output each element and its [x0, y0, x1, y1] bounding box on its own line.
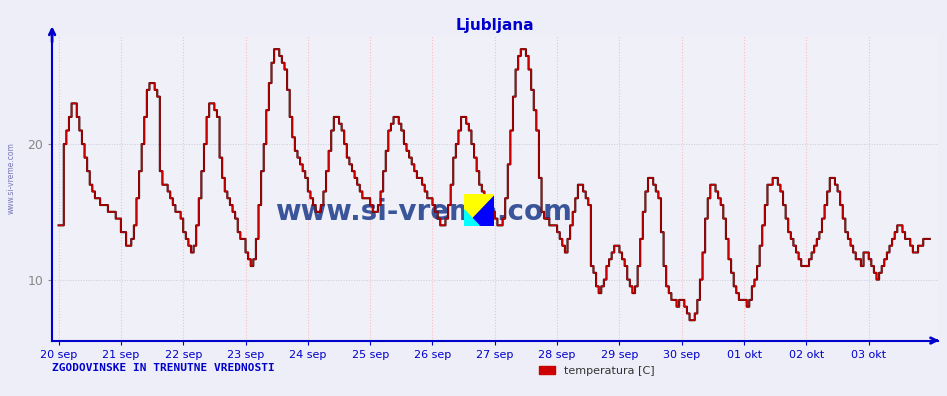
Polygon shape	[464, 210, 479, 226]
Title: Ljubljana: Ljubljana	[456, 18, 534, 33]
Text: www.si-vreme.com: www.si-vreme.com	[7, 142, 16, 214]
Legend: temperatura [C]: temperatura [C]	[534, 362, 659, 381]
Text: www.si-vreme.com: www.si-vreme.com	[276, 198, 573, 227]
Text: ZGODOVINSKE IN TRENUTNE VREDNOSTI: ZGODOVINSKE IN TRENUTNE VREDNOSTI	[52, 363, 275, 373]
Polygon shape	[464, 194, 494, 226]
Polygon shape	[464, 194, 494, 226]
